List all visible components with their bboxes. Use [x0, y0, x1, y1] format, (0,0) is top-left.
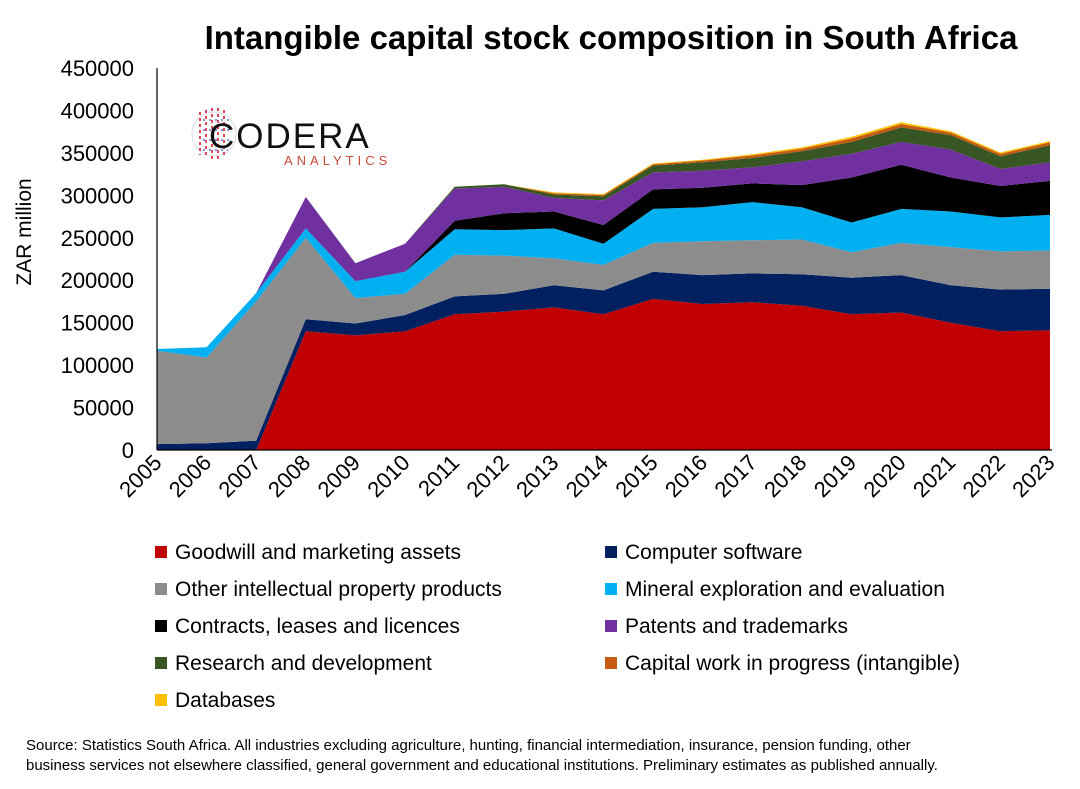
legend-swatch [155, 657, 167, 669]
legend-item: Mineral exploration and evaluation [605, 578, 945, 601]
legend-swatch [155, 546, 167, 558]
x-tick-label: 2015 [610, 450, 662, 502]
area-series-0 [157, 298, 1050, 450]
legend-item: Goodwill and marketing assets [155, 541, 461, 564]
x-tick-label: 2020 [858, 450, 910, 502]
legend-item: Patents and trademarks [605, 615, 848, 638]
x-tick-label: 2023 [1007, 450, 1059, 502]
x-tick-label: 2021 [908, 450, 960, 502]
y-tick-label: 300000 [61, 183, 134, 208]
y-tick-label: 450000 [61, 56, 134, 81]
x-tick-label: 2022 [958, 450, 1010, 502]
x-tick-label: 2018 [759, 450, 811, 502]
x-tick-label: 2016 [660, 450, 712, 502]
legend-swatch [605, 546, 617, 558]
legend-item: Computer software [605, 541, 802, 564]
legend-item: Databases [155, 689, 275, 712]
y-tick-label: 0 [122, 438, 134, 463]
x-tick-label: 2007 [213, 450, 265, 502]
chart-title: Intangible capital stock composition in … [205, 19, 1019, 56]
legend-label: Research and development [175, 652, 432, 675]
y-axis-label: ZAR million [13, 178, 36, 285]
legend-swatch [155, 694, 167, 706]
legend: Goodwill and marketing assets Computer so… [155, 541, 960, 712]
x-tick-label: 2012 [462, 450, 514, 502]
x-tick-labels: 2005200620072008200920102011201220132014… [114, 450, 1059, 502]
y-tick-label: 350000 [61, 141, 134, 166]
area-series-3 [157, 202, 1050, 358]
logo-text: CODERA [209, 117, 371, 156]
legend-swatch [605, 583, 617, 595]
area-series-4 [157, 164, 1050, 349]
x-tick-label: 2013 [511, 450, 563, 502]
y-tick-label: 400000 [61, 98, 134, 123]
x-tick-label: 2017 [710, 450, 762, 502]
y-tick-label: 200000 [61, 268, 134, 293]
codera-logo: CODERA ANALYTICS [191, 108, 391, 168]
legend-label: Other intellectual property products [175, 578, 502, 601]
y-tick-labels: 0 50000 100000 150000 200000 250000 300000 3500… [61, 56, 134, 463]
y-tick-label: 150000 [61, 311, 134, 336]
area-series-6 [157, 127, 1050, 350]
source-note-line-1: Source: Statistics South Africa. All ind… [26, 737, 911, 754]
legend-label: Goodwill and marketing assets [175, 541, 461, 564]
legend-label: Capital work in progress (intangible) [625, 652, 960, 675]
area-series-5 [157, 141, 1050, 349]
legend-item: Capital work in progress (intangible) [605, 652, 960, 675]
x-tick-label: 2009 [313, 450, 365, 502]
area-series-2 [157, 237, 1050, 445]
y-tick-label: 50000 [73, 396, 134, 421]
legend-swatch [605, 657, 617, 669]
legend-item: Other intellectual property products [155, 578, 502, 601]
x-tick-label: 2014 [561, 450, 613, 502]
legend-item: Research and development [155, 652, 432, 675]
y-tick-label: 250000 [61, 226, 134, 251]
area-series-1 [157, 271, 1050, 450]
logo-subtext: ANALYTICS [284, 153, 391, 168]
legend-label: Computer software [625, 541, 802, 564]
x-tick-label: 2011 [413, 450, 464, 501]
legend-label: Databases [175, 689, 275, 712]
legend-label: Patents and trademarks [625, 615, 848, 638]
x-tick-label: 2019 [809, 450, 861, 502]
stacked-areas [157, 122, 1050, 450]
x-tick-label: 2010 [362, 450, 414, 502]
legend-label: Mineral exploration and evaluation [625, 578, 945, 601]
source-note-line-2: business services not elsewhere classifi… [26, 757, 938, 774]
axes [156, 68, 1052, 451]
logo-circuit-icon [191, 108, 237, 160]
legend-item: Contracts, leases and licences [155, 615, 460, 638]
legend-swatch [155, 583, 167, 595]
y-tick-label: 100000 [61, 353, 134, 378]
legend-swatch [605, 620, 617, 632]
legend-label: Contracts, leases and licences [175, 615, 460, 638]
x-tick-label: 2008 [263, 450, 315, 502]
x-tick-label: 2006 [164, 450, 216, 502]
legend-swatch [155, 620, 167, 632]
